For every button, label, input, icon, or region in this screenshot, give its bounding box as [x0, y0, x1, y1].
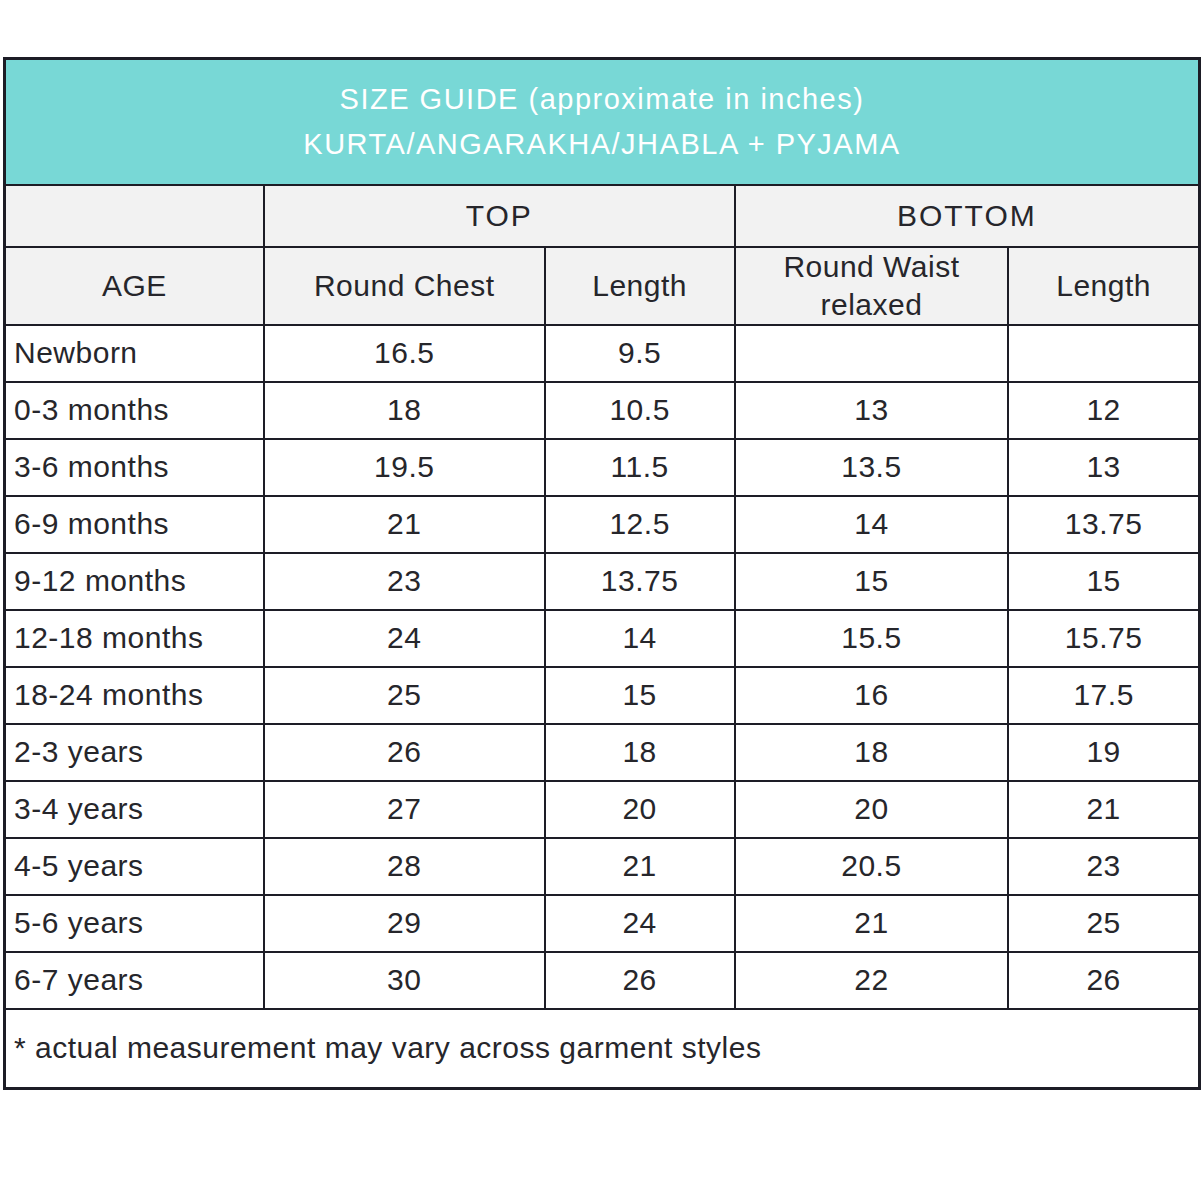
value-cell: 17.5	[1008, 667, 1199, 724]
table-row: 4-5 years 28 21 20.5 23	[5, 838, 1200, 895]
value-cell: 21	[545, 838, 735, 895]
value-cell: 18	[735, 724, 1009, 781]
value-cell: 21	[735, 895, 1009, 952]
footnote: * actual measurement may vary across gar…	[5, 1009, 1200, 1089]
value-cell: 24	[545, 895, 735, 952]
table-row: 18-24 months 25 15 16 17.5	[5, 667, 1200, 724]
group-header-row: TOP BOTTOM	[5, 185, 1200, 247]
table-row: 12-18 months 24 14 15.5 15.75	[5, 610, 1200, 667]
footnote-row: * actual measurement may vary across gar…	[5, 1009, 1200, 1089]
value-cell: 13.75	[1008, 496, 1199, 553]
value-cell: 21	[264, 496, 545, 553]
group-header-bottom: BOTTOM	[735, 185, 1200, 247]
value-cell: 15.5	[735, 610, 1009, 667]
table-row: 3-6 months 19.5 11.5 13.5 13	[5, 439, 1200, 496]
value-cell: 19	[1008, 724, 1199, 781]
value-cell: 21	[1008, 781, 1199, 838]
age-cell: 9-12 months	[5, 553, 264, 610]
value-cell	[735, 325, 1009, 382]
title-band: SIZE GUIDE (approximate in inches) KURTA…	[5, 59, 1200, 185]
page: SIZE GUIDE (approximate in inches) KURTA…	[0, 0, 1204, 1150]
age-cell: 5-6 years	[5, 895, 264, 952]
table-row: 2-3 years 26 18 18 19	[5, 724, 1200, 781]
value-cell: 27	[264, 781, 545, 838]
value-cell: 25	[264, 667, 545, 724]
title-line-1: SIZE GUIDE (approximate in inches)	[7, 77, 1197, 122]
value-cell: 12.5	[545, 496, 735, 553]
column-header-round-waist: Round Waist relaxed	[735, 247, 1009, 325]
column-header-round-chest: Round Chest	[264, 247, 545, 325]
table-row: 6-9 months 21 12.5 14 13.75	[5, 496, 1200, 553]
value-cell: 15	[1008, 553, 1199, 610]
value-cell: 18	[264, 382, 545, 439]
group-header-spacer	[5, 185, 264, 247]
table-row: 9-12 months 23 13.75 15 15	[5, 553, 1200, 610]
table-row: 0-3 months 18 10.5 13 12	[5, 382, 1200, 439]
value-cell: 24	[264, 610, 545, 667]
value-cell: 13.5	[735, 439, 1009, 496]
size-guide-table: SIZE GUIDE (approximate in inches) KURTA…	[3, 57, 1201, 1090]
age-cell: 3-4 years	[5, 781, 264, 838]
value-cell: 20	[545, 781, 735, 838]
column-header-age: AGE	[5, 247, 264, 325]
age-cell: 2-3 years	[5, 724, 264, 781]
value-cell: 23	[1008, 838, 1199, 895]
group-header-top: TOP	[264, 185, 735, 247]
value-cell: 26	[545, 952, 735, 1009]
column-header-row: AGE Round Chest Length Round Waist relax…	[5, 247, 1200, 325]
value-cell: 22	[735, 952, 1009, 1009]
table-row: Newborn 16.5 9.5	[5, 325, 1200, 382]
value-cell: 12	[1008, 382, 1199, 439]
value-cell: 10.5	[545, 382, 735, 439]
title-line-2: KURTA/ANGARAKHA/JHABLA + PYJAMA	[7, 122, 1197, 167]
value-cell: 29	[264, 895, 545, 952]
value-cell: 26	[264, 724, 545, 781]
column-header-bottom-length: Length	[1008, 247, 1199, 325]
age-cell: 12-18 months	[5, 610, 264, 667]
value-cell: 13	[1008, 439, 1199, 496]
value-cell: 19.5	[264, 439, 545, 496]
value-cell: 28	[264, 838, 545, 895]
age-cell: 0-3 months	[5, 382, 264, 439]
value-cell: 13	[735, 382, 1009, 439]
value-cell: 23	[264, 553, 545, 610]
age-cell: Newborn	[5, 325, 264, 382]
value-cell: 15.75	[1008, 610, 1199, 667]
value-cell: 18	[545, 724, 735, 781]
value-cell	[1008, 325, 1199, 382]
value-cell: 14	[545, 610, 735, 667]
value-cell: 20	[735, 781, 1009, 838]
value-cell: 11.5	[545, 439, 735, 496]
table-row: 6-7 years 30 26 22 26	[5, 952, 1200, 1009]
value-cell: 26	[1008, 952, 1199, 1009]
age-cell: 6-7 years	[5, 952, 264, 1009]
value-cell: 15	[735, 553, 1009, 610]
title-row: SIZE GUIDE (approximate in inches) KURTA…	[5, 59, 1200, 185]
value-cell: 9.5	[545, 325, 735, 382]
table-row: 5-6 years 29 24 21 25	[5, 895, 1200, 952]
table-row: 3-4 years 27 20 20 21	[5, 781, 1200, 838]
value-cell: 20.5	[735, 838, 1009, 895]
column-header-top-length: Length	[545, 247, 735, 325]
value-cell: 15	[545, 667, 735, 724]
age-cell: 18-24 months	[5, 667, 264, 724]
value-cell: 14	[735, 496, 1009, 553]
value-cell: 13.75	[545, 553, 735, 610]
age-cell: 3-6 months	[5, 439, 264, 496]
value-cell: 25	[1008, 895, 1199, 952]
age-cell: 4-5 years	[5, 838, 264, 895]
value-cell: 16.5	[264, 325, 545, 382]
table-body: Newborn 16.5 9.5 0-3 months 18 10.5 13 1…	[5, 325, 1200, 1009]
value-cell: 16	[735, 667, 1009, 724]
value-cell: 30	[264, 952, 545, 1009]
age-cell: 6-9 months	[5, 496, 264, 553]
